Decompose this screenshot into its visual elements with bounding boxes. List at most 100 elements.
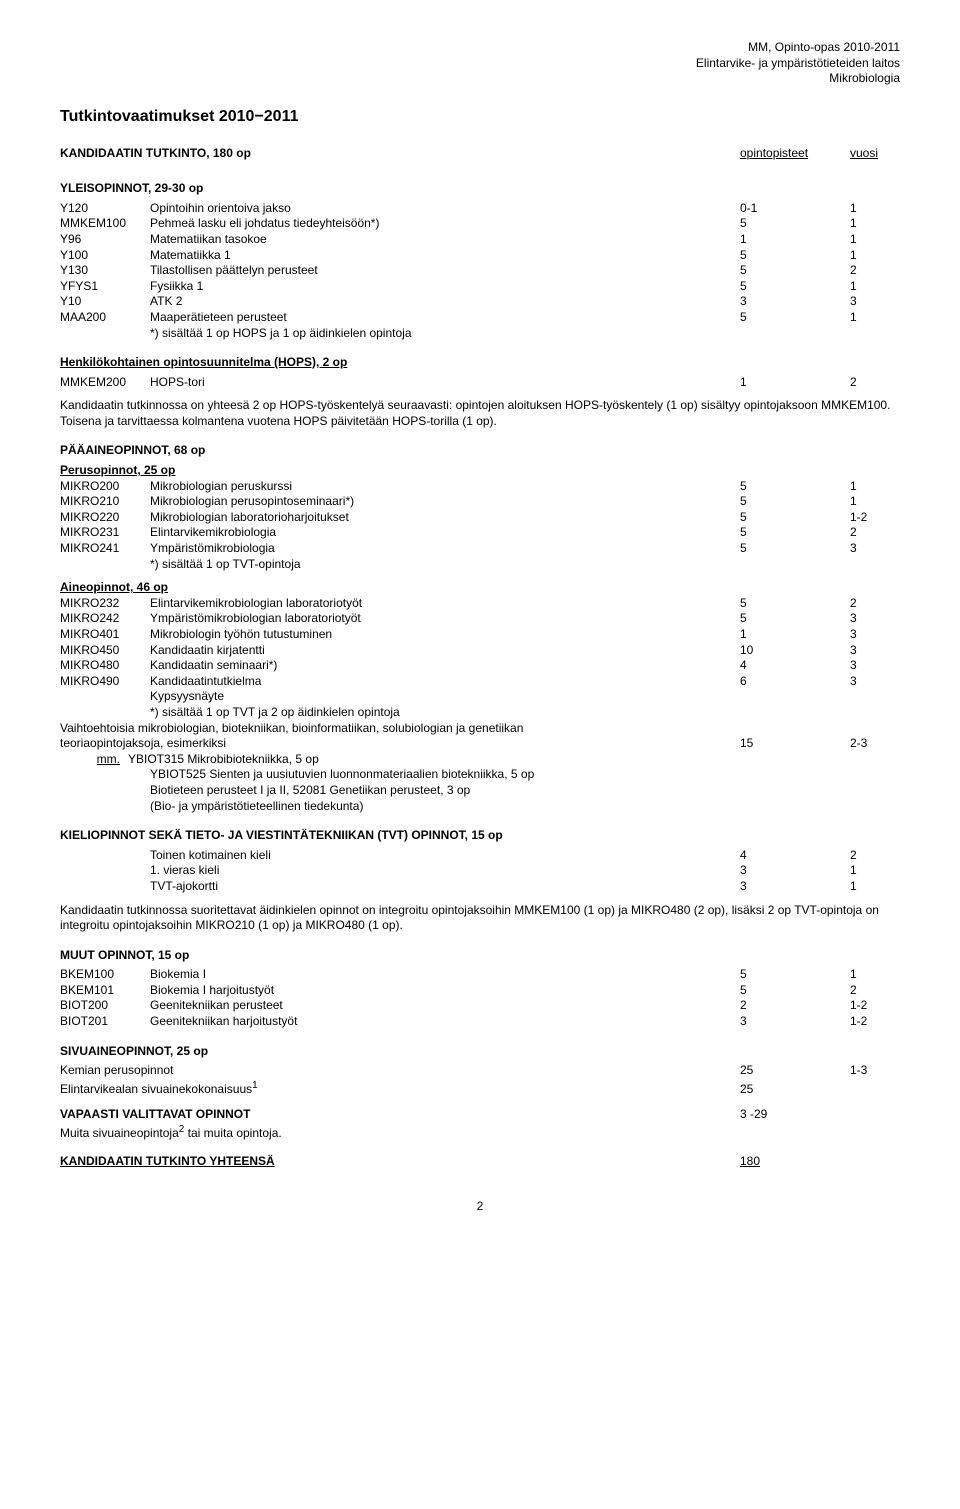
ex2: Biotieteen perusteet I ja II, 52081 Gene… [60,783,900,799]
row-yr: 1 [850,967,900,983]
row-yr: 1 [850,494,900,510]
table-row: 1. vieras kieli31 [60,863,900,879]
row-code: MIKRO231 [60,525,150,541]
row-label: Kandidaatintutkielma [150,674,740,690]
header-line2: Elintarvike- ja ympäristötieteiden laito… [60,56,900,72]
row-label: Kemian perusopinnot [60,1063,740,1079]
row-pts: 5 [740,967,850,983]
row-yr: 2 [850,596,900,612]
col-header-pts: opintopisteet [740,146,808,160]
row-label: Opintoihin orientoiva jakso [150,201,740,217]
basic-note: *) sisältää 1 op TVT-opintoja [60,557,900,573]
row-yr: 1 [850,248,900,264]
section-minor: SIVUAINEOPINNOT, 25 op [60,1044,900,1060]
row-pts: 0-1 [740,201,850,217]
general-note: *) sisältää 1 op HOPS ja 1 op äidinkiele… [60,326,900,342]
table-row: Y100Matematiikka 151 [60,248,900,264]
table-row: Y10ATK 233 [60,294,900,310]
row-pts: 5 [740,525,850,541]
section-general: YLEISOPINNOT, 29-30 op [60,181,900,197]
row-label: Biokemia I [150,967,740,983]
row-code: YFYS1 [60,279,150,295]
row-yr: 1 [850,310,900,326]
row-pts: 5 [740,263,850,279]
table-row: BIOT201Geenitekniikan harjoitustyöt31-2 [60,1014,900,1030]
row-label: Fysiikka 1 [150,279,740,295]
section-free: VAPAASTI VALITTAVAT OPINNOT 3 -29 [60,1107,900,1123]
row-pts: 4 [740,848,850,864]
degree-label: KANDIDAATIN TUTKINTO, 180 op [60,146,251,160]
table-row: Kemian perusopinnot251-3 [60,1063,900,1079]
row-pts: 5 [740,611,850,627]
section-subj: Aineopinnot, 46 op [60,580,900,596]
row-code: Y10 [60,294,150,310]
row-code: MIKRO450 [60,643,150,659]
row-yr: 1 [850,216,900,232]
mm-row: mm. YBIOT315 Mikrobibiotekniikka, 5 op [60,752,900,768]
row-yr: 1 [850,201,900,217]
row-label: Pehmeä lasku eli johdatus tiedeyhteisöön… [150,216,740,232]
row-pts: 3 [740,863,850,879]
row-yr: 2 [850,525,900,541]
row-code: MIKRO232 [60,596,150,612]
row-yr: 1 [850,879,900,895]
row-yr: 3 [850,674,900,690]
row-code: MIKRO401 [60,627,150,643]
row-pts: 25 [740,1082,850,1098]
row-yr: 2 [850,848,900,864]
table-row: MIKRO241Ympäristömikrobiologia53 [60,541,900,557]
degree-header-row: KANDIDAATIN TUTKINTO, 180 op opintopiste… [60,146,900,162]
row-label: Elintarvikealan sivuainekokonaisuus1 [60,1079,740,1098]
row-label: Elintarvikemikrobiologia [150,525,740,541]
table-row: Y130Tilastollisen päättelyn perusteet52 [60,263,900,279]
ex3: (Bio- ja ympäristötieteellinen tiedekunt… [60,799,900,815]
row-pts: 5 [740,494,850,510]
row-label: Mikrobiologin työhön tutustuminen [150,627,740,643]
row-yr: 2 [850,983,900,999]
page-title: Tutkintovaatimukset 2010−2011 [60,107,900,128]
row-yr: 1-2 [850,998,900,1014]
row-code: MIKRO242 [60,611,150,627]
row-pts: 6 [740,674,850,690]
section-other: MUUT OPINNOT, 15 op [60,948,900,964]
row-yr: 3 [850,643,900,659]
row-code: MIKRO480 [60,658,150,674]
section-hops: Henkilökohtainen opintosuunnitelma (HOPS… [60,355,900,371]
table-row: MIKRO231Elintarvikemikrobiologia52 [60,525,900,541]
row-label: Maaperätieteen perusteet [150,310,740,326]
row-code: MIKRO220 [60,510,150,526]
row-code: Y100 [60,248,150,264]
row-code: BIOT201 [60,1014,150,1030]
row-label: Toinen kotimainen kieli [150,848,740,864]
table-row: TVT-ajokortti31 [60,879,900,895]
row-label: Ympäristömikrobiologian laboratoriotyöt [150,611,740,627]
section-lang: KIELIOPINNOT SEKÄ TIETO- JA VIESTINTÄTEK… [60,828,900,844]
row-label: Matematiikan tasokoe [150,232,740,248]
row-pts: 5 [740,510,850,526]
row-label: ATK 2 [150,294,740,310]
row-label: TVT-ajokortti [150,879,740,895]
row-yr: 1-2 [850,1014,900,1030]
row-pts: 5 [740,216,850,232]
row-pts: 1 [740,627,850,643]
table-row: MIKRO200Mikrobiologian peruskurssi51 [60,479,900,495]
row-code: MIKRO490 [60,674,150,690]
vaihto-line2: teoriaopintojaksoja, esimerkiksi 15 2-3 [60,736,900,752]
row-code: MMKEM100 [60,216,150,232]
table-row: Toinen kotimainen kieli42 [60,848,900,864]
row-code: BKEM100 [60,967,150,983]
row-yr: 2 [850,263,900,279]
row-label: Kandidaatin seminaari*) [150,658,740,674]
row-label: Mikrobiologian peruskurssi [150,479,740,495]
table-row: YFYS1Fysiikka 151 [60,279,900,295]
table-row: MIKRO480Kandidaatin seminaari*)43 [60,658,900,674]
row-code: MIKRO200 [60,479,150,495]
row-pts: 3 [740,1014,850,1030]
row-pts: 25 [740,1063,850,1079]
row-pts: 3 [740,294,850,310]
row-label: Mikrobiologian laboratorioharjoitukset [150,510,740,526]
row-code: Y120 [60,201,150,217]
hops-para: Kandidaatin tutkinnossa on yhteesä 2 op … [60,398,900,429]
row-code: MAA200 [60,310,150,326]
header-line1: MM, Opinto-opas 2010-2011 [60,40,900,56]
